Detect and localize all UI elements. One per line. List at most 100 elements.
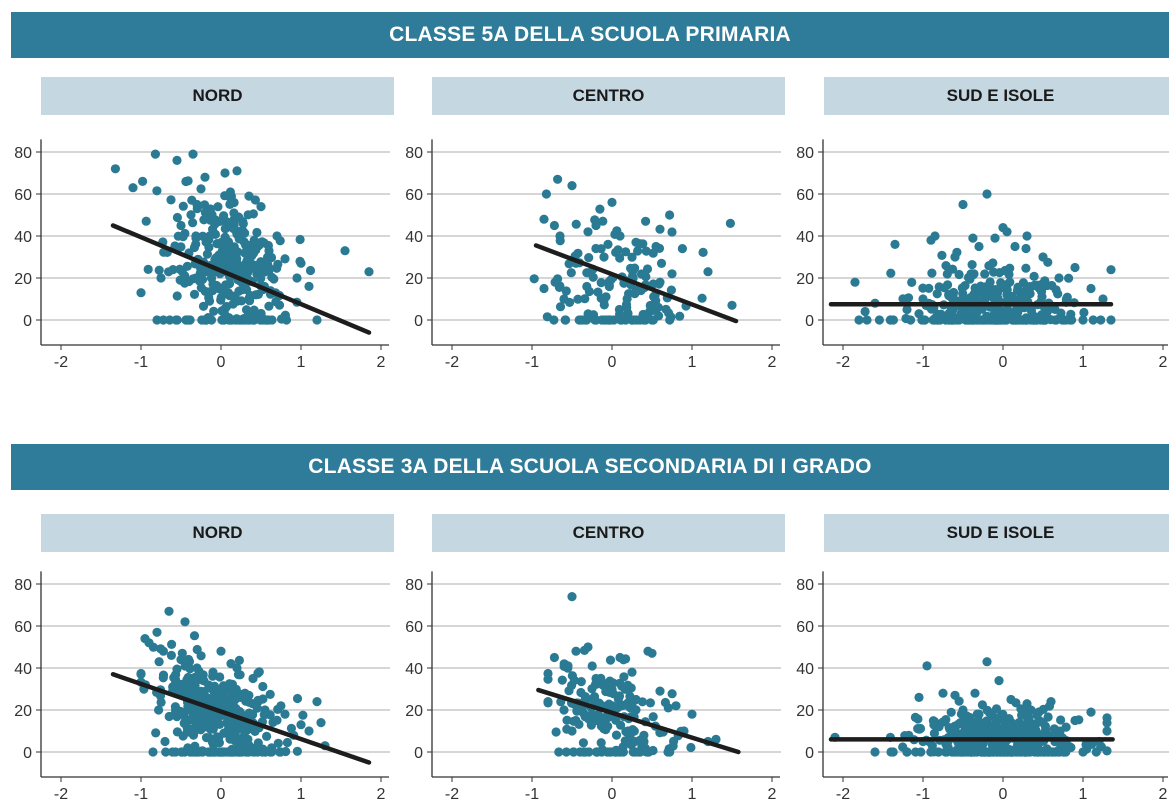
data-point [264, 246, 274, 256]
data-point [165, 315, 175, 325]
x-tick-label: 0 [217, 786, 226, 803]
data-point [221, 288, 231, 298]
data-point [1022, 710, 1033, 720]
data-point [217, 306, 227, 316]
data-point [1066, 309, 1076, 319]
data-point [942, 269, 952, 279]
data-point [687, 709, 697, 719]
data-point [180, 617, 190, 627]
data-point [264, 301, 274, 311]
data-point [1022, 231, 1032, 241]
data-point [276, 701, 286, 711]
data-point [169, 673, 179, 683]
y-tick-label: 0 [805, 745, 814, 762]
data-point [215, 672, 225, 682]
data-point [1070, 262, 1080, 273]
data-point [593, 715, 603, 726]
data-point [1002, 227, 1012, 237]
data-point [949, 287, 959, 298]
data-point [1047, 280, 1057, 291]
data-point [156, 273, 166, 283]
data-point [305, 265, 316, 276]
data-point [647, 302, 657, 312]
data-point [611, 730, 622, 740]
data-point [304, 726, 314, 736]
data-point [599, 724, 609, 734]
data-point [136, 669, 146, 679]
data-point [243, 210, 253, 220]
data-point [963, 272, 974, 283]
data-point [1013, 720, 1023, 730]
y-tick-label: 60 [796, 619, 814, 636]
data-point [1006, 694, 1016, 705]
data-point [253, 738, 263, 748]
data-point [991, 293, 1002, 303]
data-point [636, 269, 647, 279]
data-point [267, 272, 277, 282]
data-point [627, 667, 637, 677]
regression-line [110, 223, 372, 335]
section-title-secondaria: CLASSE 3A DELLA SCUOLA SECONDARIA DI I G… [11, 444, 1169, 490]
scatter-plot-top-centro: 0 20 40 60 80 -2 -1 0 1 2 [405, 139, 781, 371]
data-point [1037, 292, 1047, 302]
data-point [675, 311, 685, 321]
data-point [642, 312, 652, 322]
data-point [590, 315, 600, 325]
data-point [1002, 280, 1012, 291]
data-point [988, 258, 998, 268]
x-tick-label: -2 [836, 786, 850, 803]
data-point [1008, 315, 1018, 325]
data-point [725, 218, 735, 228]
x-tick-label: 0 [608, 354, 617, 371]
data-point [219, 211, 229, 221]
data-point [128, 183, 138, 193]
scatter-plot-bottom-nord: 0 20 40 60 80 -2 -1 0 1 2 [14, 571, 390, 803]
data-point [635, 315, 645, 325]
data-point [237, 225, 248, 235]
y-tick-label: 80 [405, 577, 423, 594]
y-tick-label: 60 [796, 187, 814, 204]
y-tick-label: 0 [23, 745, 32, 762]
data-point [982, 716, 992, 726]
data-point [666, 285, 676, 295]
points-group [110, 149, 374, 325]
data-point [364, 267, 374, 277]
regression-line [533, 243, 739, 324]
data-point [189, 631, 200, 641]
data-point [566, 268, 576, 278]
data-point [201, 267, 211, 277]
data-point [1016, 704, 1026, 714]
data-point [150, 149, 160, 159]
data-point [583, 642, 593, 652]
points-group [136, 606, 330, 757]
data-point [860, 306, 870, 317]
data-point [980, 269, 990, 279]
data-point [593, 287, 603, 297]
data-point [902, 304, 912, 315]
data-point [1050, 315, 1060, 325]
y-tick-label: 0 [23, 313, 32, 330]
data-point [627, 252, 637, 262]
points-group [543, 592, 721, 757]
data-point [656, 258, 667, 268]
panel-title-bottom-sud: SUD E ISOLE [824, 514, 1169, 552]
panel-title-bottom-centro: CENTRO [432, 514, 785, 552]
y-tick-label: 20 [14, 703, 32, 720]
y-tick-label: 80 [796, 577, 814, 594]
y-tick-label: 40 [14, 229, 32, 246]
data-point [298, 710, 308, 720]
data-point [985, 747, 995, 757]
data-point [1062, 743, 1072, 753]
data-point [210, 219, 220, 229]
data-point [655, 224, 665, 234]
data-point [929, 728, 939, 738]
data-point [641, 246, 651, 256]
data-point [224, 721, 234, 731]
data-point [225, 187, 235, 197]
data-point [164, 606, 174, 616]
data-point [1102, 713, 1112, 723]
data-point [541, 189, 551, 199]
data-point [529, 274, 539, 284]
data-point [1088, 315, 1098, 325]
y-tick-label: 0 [414, 313, 423, 330]
